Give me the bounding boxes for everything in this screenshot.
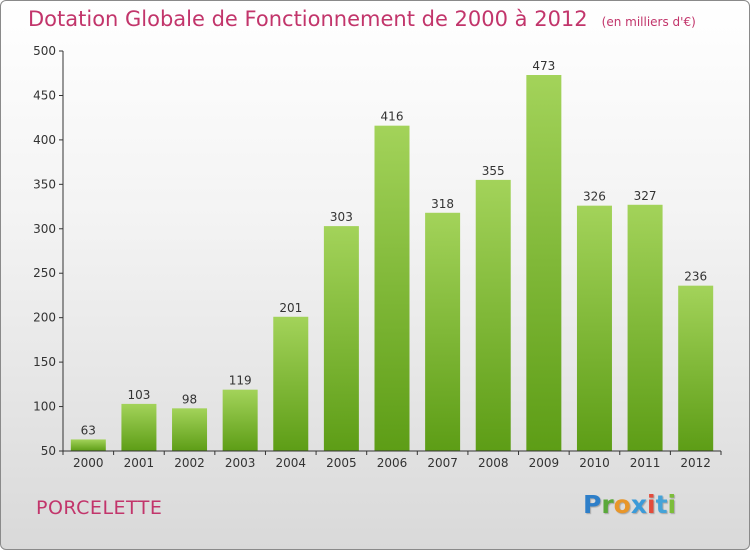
logo-letter: x [630, 490, 647, 519]
x-tick-label-2004: 2004 [275, 456, 306, 470]
bar-2009 [526, 75, 562, 451]
logo-letter: o [613, 490, 631, 519]
y-tick-label-500: 500 [33, 44, 56, 58]
y-tick-label-50: 50 [41, 444, 56, 458]
bar-2012 [678, 285, 714, 451]
logo-letter: t [655, 490, 668, 519]
data-label-2000: 63 [81, 423, 96, 437]
data-label-2010: 326 [583, 190, 606, 204]
x-tick-label-2008: 2008 [478, 456, 509, 470]
y-tick-label-300: 300 [33, 222, 56, 236]
bar-2004 [273, 316, 309, 451]
chart-title: Dotation Globale de Fonctionnement de 20… [28, 7, 588, 31]
bar-2003 [222, 389, 258, 451]
y-tick-label-400: 400 [33, 133, 56, 147]
logo-letter: i [667, 490, 677, 519]
data-label-2006: 416 [381, 110, 404, 124]
data-label-2011: 327 [634, 189, 657, 203]
x-tick-label-2011: 2011 [630, 456, 661, 470]
x-tick-label-2000: 2000 [73, 456, 104, 470]
x-tick-label-2007: 2007 [427, 456, 458, 470]
data-label-2007: 318 [431, 197, 454, 211]
y-tick-label-200: 200 [33, 311, 56, 325]
bar-2000 [70, 439, 106, 451]
bar-2011 [627, 204, 663, 451]
logo-letter: i [647, 490, 656, 519]
axes-group [59, 50, 722, 455]
data-label-2008: 355 [482, 164, 505, 178]
labels-group: 6320001032001982002119200320120043032005… [33, 44, 711, 470]
x-tick-label-2010: 2010 [579, 456, 610, 470]
commune-name: PORCELETTE [36, 497, 163, 519]
logo-letter: r [601, 490, 614, 519]
x-tick-label-2009: 2009 [529, 456, 560, 470]
bar-2007 [425, 212, 461, 451]
logo-letter: P [583, 490, 602, 519]
bar-2001 [121, 403, 157, 451]
bar-2002 [172, 408, 208, 451]
data-label-2012: 236 [684, 270, 707, 284]
data-label-2005: 303 [330, 210, 353, 224]
y-tick-label-150: 150 [33, 355, 56, 369]
x-tick-label-2003: 2003 [225, 456, 256, 470]
data-label-2003: 119 [229, 374, 252, 388]
bar-2010 [576, 205, 612, 451]
y-tick-label-100: 100 [33, 400, 56, 414]
y-tick-label-450: 450 [33, 88, 56, 102]
bar-2005 [323, 226, 359, 451]
data-label-2009: 473 [532, 59, 555, 73]
data-label-2001: 103 [127, 388, 150, 402]
proxiti-logo: Proxiti [583, 490, 676, 519]
bars-group [70, 75, 714, 452]
x-tick-label-2002: 2002 [174, 456, 205, 470]
x-tick-label-2001: 2001 [124, 456, 155, 470]
bar-2008 [475, 179, 511, 451]
data-label-2002: 98 [182, 392, 197, 406]
bar-2006 [374, 125, 410, 452]
chart-title-block: Dotation Globale de Fonctionnement de 20… [28, 7, 696, 31]
x-tick-label-2005: 2005 [326, 456, 357, 470]
x-tick-label-2012: 2012 [680, 456, 711, 470]
chart-unit: (en milliers d'€) [601, 15, 696, 29]
y-tick-label-350: 350 [33, 177, 56, 191]
data-label-2004: 201 [279, 301, 302, 315]
y-tick-label-250: 250 [33, 266, 56, 280]
x-tick-label-2006: 2006 [377, 456, 408, 470]
